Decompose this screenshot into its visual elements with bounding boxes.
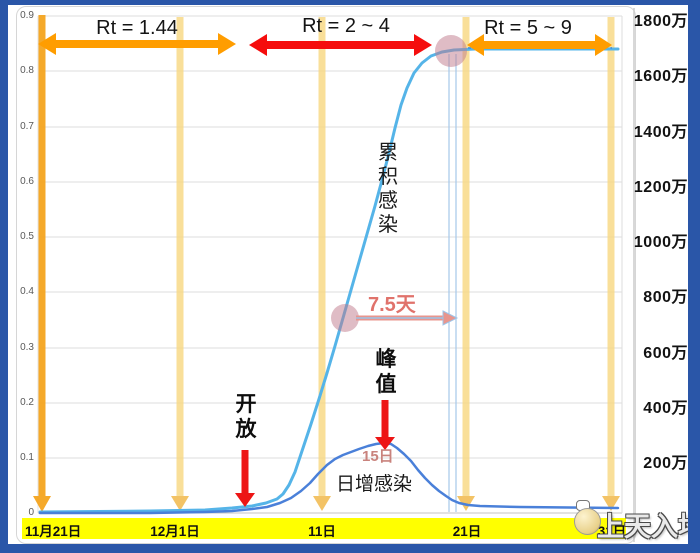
- plateau-drop-lines: [448, 54, 457, 512]
- left-axis-tick: 0: [28, 507, 34, 518]
- x-axis-label: 12月1日: [150, 524, 200, 539]
- x-axis-label: 11月21日: [25, 524, 82, 539]
- left-axis-tick: 0.6: [20, 176, 34, 187]
- left-axis-tick: 0.9: [20, 10, 34, 21]
- left-axis-tick: 0.3: [20, 342, 34, 353]
- left-axis-tick: 0.8: [20, 65, 34, 76]
- x-axis-strip: [22, 518, 626, 539]
- watermark-face-icon: [574, 508, 601, 535]
- x-axis-label: 11日: [308, 524, 336, 539]
- peak-annotation-label: 峰值: [375, 348, 397, 396]
- left-axis-tick: 0.7: [20, 121, 34, 132]
- right-axis-tick: 1000万: [633, 234, 688, 251]
- date-band-nov21: [33, 15, 51, 512]
- right-axis-tick: 800万: [643, 289, 688, 306]
- open-annotation-label: 开放: [235, 393, 257, 441]
- left-axis-tick: 0.2: [20, 397, 34, 408]
- x-axis-label: 31日: [597, 524, 627, 539]
- left-axis-tick: 0.1: [20, 452, 34, 463]
- right-axis-tick: 1200万: [633, 179, 688, 196]
- date-band-dec1: [171, 17, 189, 511]
- right-axis-tick: 400万: [643, 400, 688, 417]
- rt-arrow-3: [467, 34, 612, 56]
- plateau-highlight-circle: [435, 35, 467, 67]
- date-band-dec21: [457, 17, 475, 511]
- right-axis-tick: 1400万: [633, 124, 688, 141]
- frame-border-right: [688, 0, 700, 553]
- date-band-dec31: [602, 17, 620, 511]
- frame-border-bottom: [0, 544, 700, 553]
- peak-date-label: 15日: [362, 448, 394, 465]
- rt-label-1: Rt = 1.44: [96, 17, 178, 39]
- plot-borders: [37, 8, 635, 542]
- left-axis-tick: 0.4: [20, 286, 34, 297]
- right-axis-tick: 200万: [643, 455, 688, 472]
- interval-days-label: 7.5天: [368, 294, 416, 316]
- interval-arrow: [356, 310, 459, 326]
- rt-label-3: Rt = 5 ~ 9: [484, 17, 572, 39]
- gridlines: [38, 15, 622, 514]
- daily-infection-curve: [38, 441, 620, 515]
- cumulative-infection-curve: [38, 47, 620, 514]
- rt-arrow-1: [38, 33, 236, 55]
- rt-label-2: Rt = 2 ~ 4: [302, 15, 390, 37]
- x-axis-label: 21日: [452, 524, 482, 539]
- rt-arrow-2: [249, 34, 432, 56]
- right-axis-tick: 1600万: [633, 68, 688, 85]
- frame-border-left: [0, 0, 8, 553]
- cumulative-series-label: 累积感染: [378, 142, 398, 236]
- right-axis-tick: 1800万: [633, 13, 688, 30]
- peak-arrow: [375, 400, 395, 450]
- left-axis-tick: 0.5: [20, 231, 34, 242]
- chart-card: [16, 6, 636, 544]
- date-band-dec11: [313, 17, 331, 511]
- inflection-highlight-circle: [331, 304, 359, 332]
- daily-series-label: 日增感染: [336, 474, 413, 495]
- watermark-text: 上天入地: [597, 512, 700, 542]
- date-marker-bands: [33, 15, 620, 512]
- frame-border-top: [0, 0, 700, 5]
- open-arrow: [235, 450, 255, 507]
- right-axis-tick: 600万: [643, 345, 688, 362]
